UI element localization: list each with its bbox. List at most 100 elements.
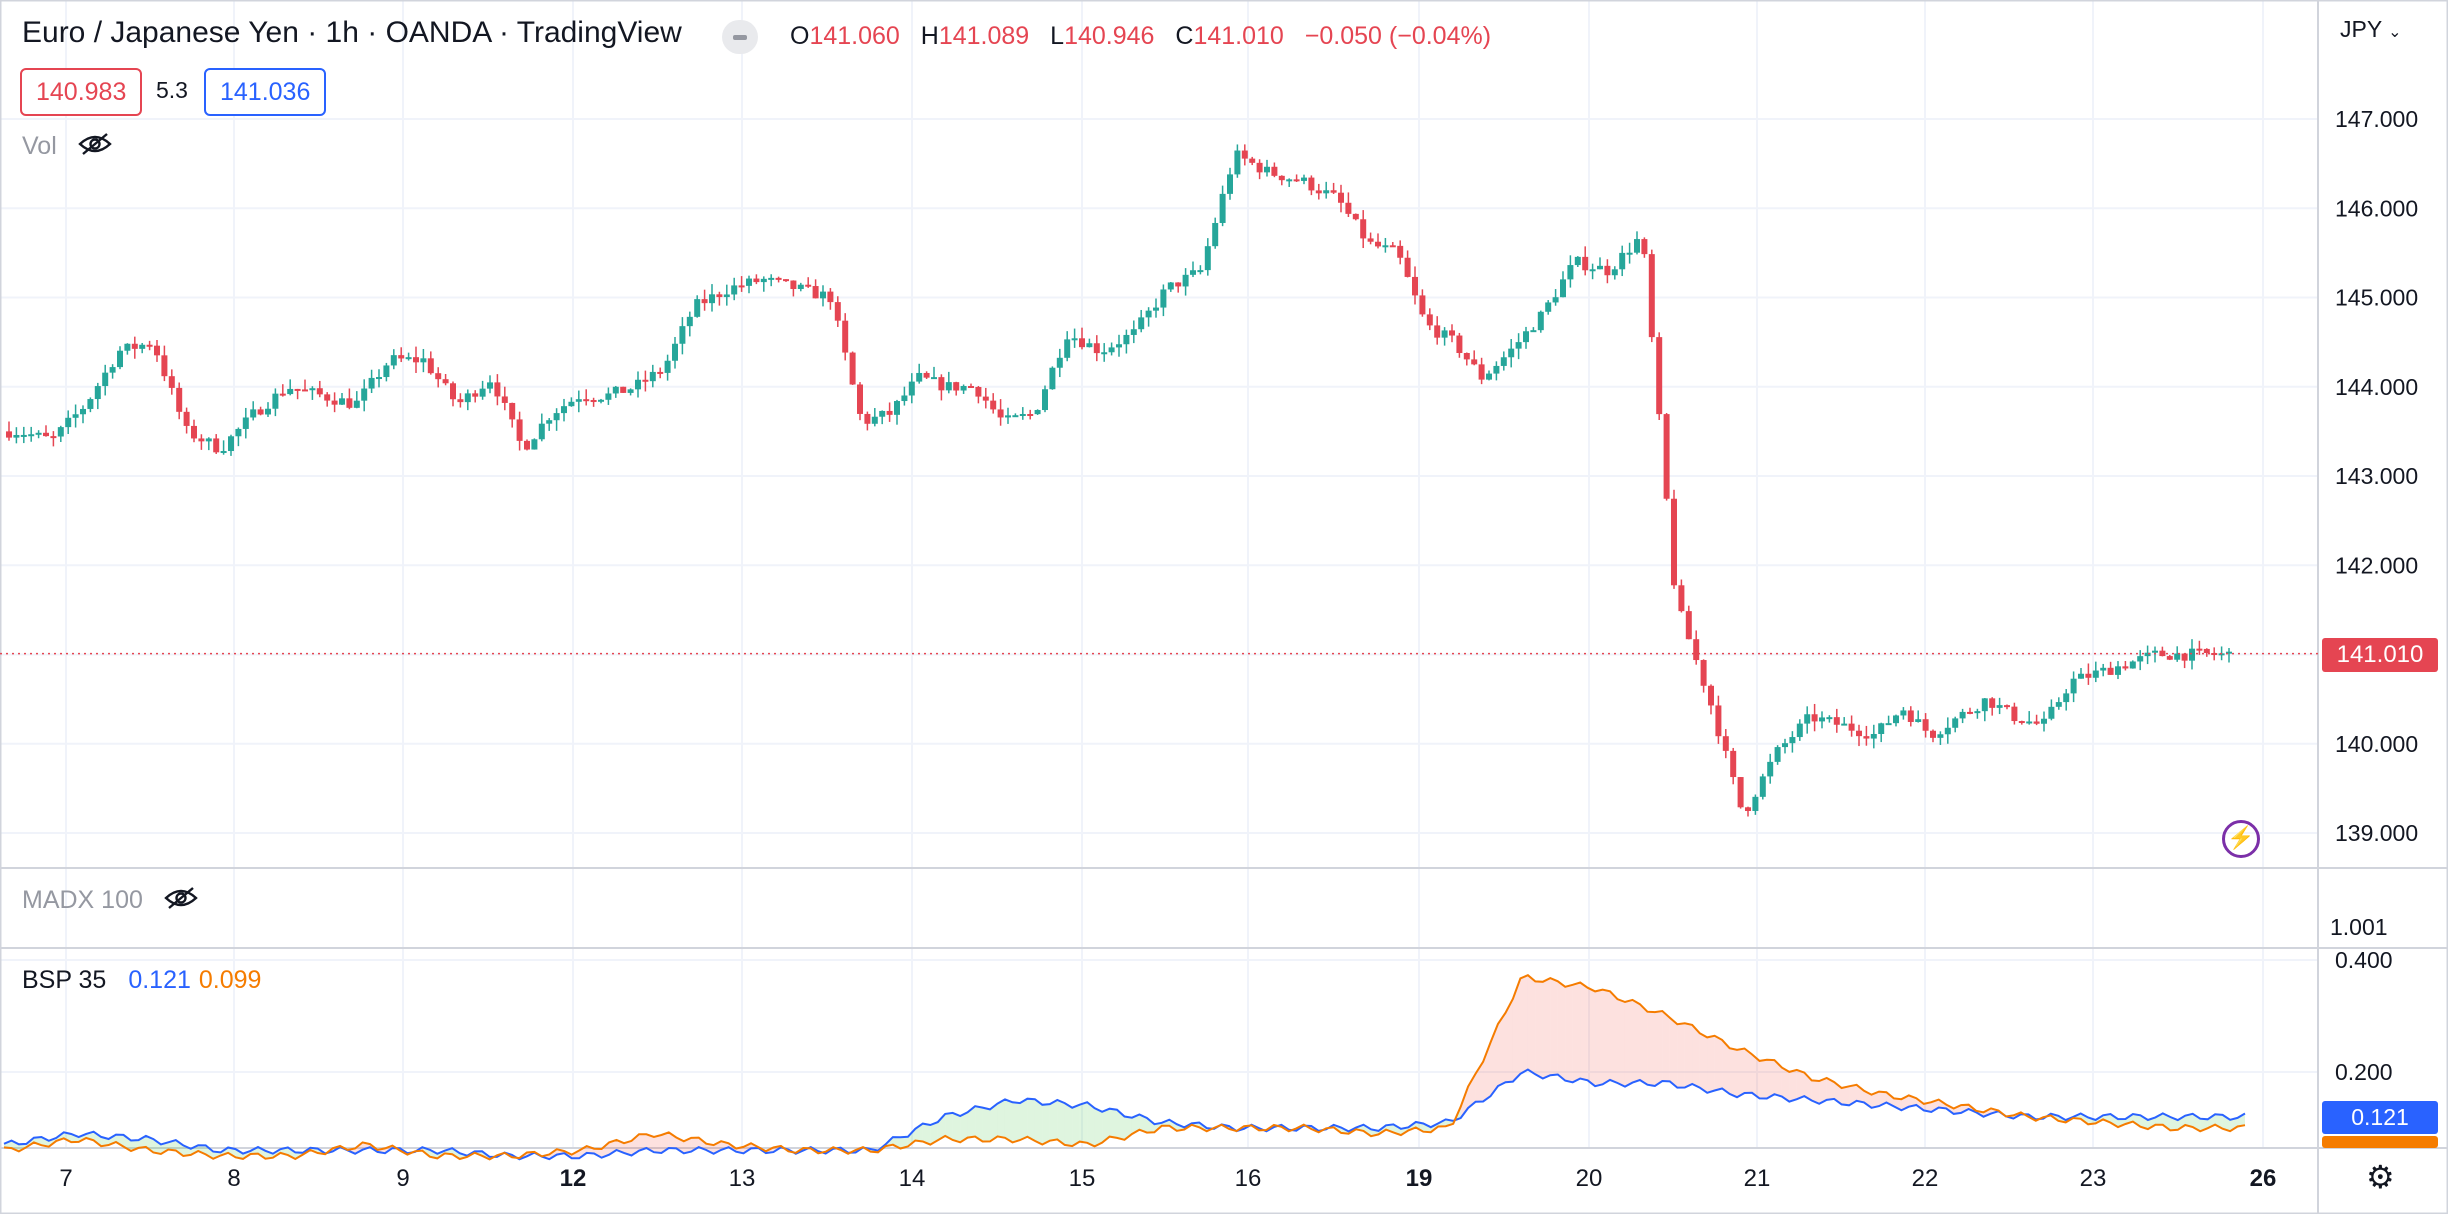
candle-body: [531, 439, 538, 450]
candle-body: [80, 408, 86, 415]
bsp-fill: [653, 1134, 662, 1154]
candle-body: [346, 398, 353, 408]
bsp-fill: [982, 1107, 991, 1142]
bsp-fill: [1004, 1099, 1013, 1143]
candle-body: [842, 320, 849, 353]
candle-body: [2063, 693, 2070, 703]
candle-body: [1967, 711, 1973, 714]
candle-body: [279, 393, 286, 396]
time-tick-label: 9: [396, 1165, 409, 1192]
bsp-fill: [1737, 1048, 1745, 1098]
bsp-fill: [1027, 1098, 1035, 1141]
candle-body: [487, 382, 493, 389]
price-tick-label: 146.000: [2335, 195, 2418, 221]
bsp-fill: [743, 1143, 751, 1154]
candle-body: [442, 379, 449, 384]
candle-body: [235, 428, 242, 437]
low-value: 140.946: [1064, 22, 1155, 50]
madx-indicator-legend[interactable]: MADX 100: [22, 886, 198, 917]
candle-body: [1774, 747, 1781, 762]
bsp-indicator-legend[interactable]: BSP 35 0.121 0.099: [22, 966, 261, 995]
candle-body: [6, 431, 12, 438]
candle-body: [1426, 314, 1433, 326]
candle-body: [672, 343, 678, 361]
volume-indicator-legend[interactable]: Vol: [22, 132, 112, 163]
candle-body: [908, 381, 915, 396]
symbol-title[interactable]: Euro / Japanese Yen · 1h · OANDA · Tradi…: [22, 16, 682, 49]
candle-body: [1197, 270, 1204, 273]
bsp-fill: [997, 1099, 1005, 1138]
bsp-fill: [71, 1134, 79, 1143]
bsp-fill: [1580, 982, 1588, 1081]
price-tick-label: 139.000: [2335, 820, 2418, 846]
candle-body: [1678, 585, 1685, 612]
candle-body: [2011, 706, 2018, 722]
change-value: −0.050 (−0.04%): [1304, 22, 1492, 50]
candle-body: [1878, 723, 1885, 734]
candle-body: [1959, 711, 1966, 719]
sell-price-button[interactable]: 140.983: [20, 68, 143, 116]
candle-body: [2041, 718, 2047, 724]
bsp-fill: [1871, 1091, 1879, 1108]
bsp-fill: [2132, 1113, 2141, 1127]
bsp-fill: [2110, 1114, 2119, 1128]
candle-body: [997, 409, 1004, 418]
candle-body: [1345, 202, 1352, 214]
candle-body: [250, 409, 257, 418]
hidden-eye-icon[interactable]: [77, 132, 112, 163]
candle-body: [931, 377, 937, 380]
candle-body: [790, 280, 797, 290]
gear-icon[interactable]: ⚙: [2366, 1159, 2395, 1195]
bsp-fill: [1751, 1054, 1760, 1099]
candle-body: [168, 376, 175, 388]
candle-body: [1589, 269, 1596, 272]
bsp-fill: [1677, 1023, 1685, 1088]
candle-body: [2196, 648, 2203, 651]
candle-body: [1833, 717, 1840, 725]
candle-body: [583, 399, 590, 402]
candle-body: [1582, 256, 1589, 271]
candle-body: [524, 440, 530, 450]
candle-body: [1249, 158, 1256, 163]
candle-body: [1611, 269, 1618, 276]
bsp-blue-line: [3, 1068, 2246, 1161]
candle-body: [1841, 723, 1848, 726]
candle-body: [2070, 678, 2077, 694]
bsp-fill: [1131, 1114, 1140, 1135]
candle-body: [746, 278, 752, 286]
candle-body: [1323, 190, 1330, 194]
candle-body: [28, 434, 35, 437]
bsp-value-blue: 0.121: [128, 966, 191, 994]
bsp-fill: [1079, 1102, 1088, 1143]
candle-body: [605, 393, 612, 400]
bsp-fill: [1826, 1078, 1835, 1100]
candle-body: [709, 294, 715, 304]
bsp-fill: [1923, 1102, 1932, 1112]
time-tick-label: 20: [1576, 1165, 1603, 1192]
collapse-legend-button[interactable]: [722, 20, 758, 54]
buy-price-button[interactable]: 141.036: [204, 68, 327, 116]
candle-body: [731, 285, 738, 295]
candle-body: [2055, 702, 2062, 707]
candle-body: [2092, 670, 2099, 678]
candle-body: [1145, 310, 1152, 318]
bsp-fill: [1049, 1100, 1058, 1141]
candle-body: [331, 400, 338, 405]
candle-body: [738, 285, 745, 288]
lightning-icon[interactable]: ⚡: [2222, 820, 2260, 858]
candle-body: [886, 410, 893, 415]
candle-body: [1782, 743, 1788, 748]
candle-body: [1493, 365, 1500, 374]
hidden-eye-icon[interactable]: [164, 886, 198, 917]
bsp-fill: [1064, 1103, 1073, 1147]
currency-selector[interactable]: JPY ⌄: [2340, 16, 2402, 43]
candle-body: [879, 410, 886, 417]
candle-body: [376, 377, 382, 380]
candle-body: [1056, 357, 1063, 368]
candle-body: [472, 393, 479, 397]
time-tick-label: 7: [59, 1165, 72, 1192]
candle-body: [501, 396, 508, 403]
candle-body: [538, 423, 545, 440]
candle-body: [154, 345, 160, 356]
